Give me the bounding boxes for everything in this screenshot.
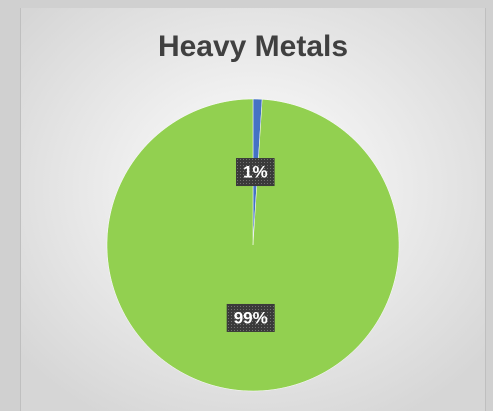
data-label: 99% bbox=[226, 303, 275, 332]
data-label-text: 99% bbox=[234, 308, 268, 327]
pie-slice bbox=[106, 98, 400, 392]
chart-title: Heavy Metals bbox=[158, 30, 348, 63]
data-label-box bbox=[226, 303, 275, 332]
data-label-box bbox=[236, 158, 275, 187]
data-label-text: 1% bbox=[243, 163, 268, 182]
data-label: 1% bbox=[236, 158, 275, 187]
pie: 1% 99% bbox=[106, 98, 400, 392]
